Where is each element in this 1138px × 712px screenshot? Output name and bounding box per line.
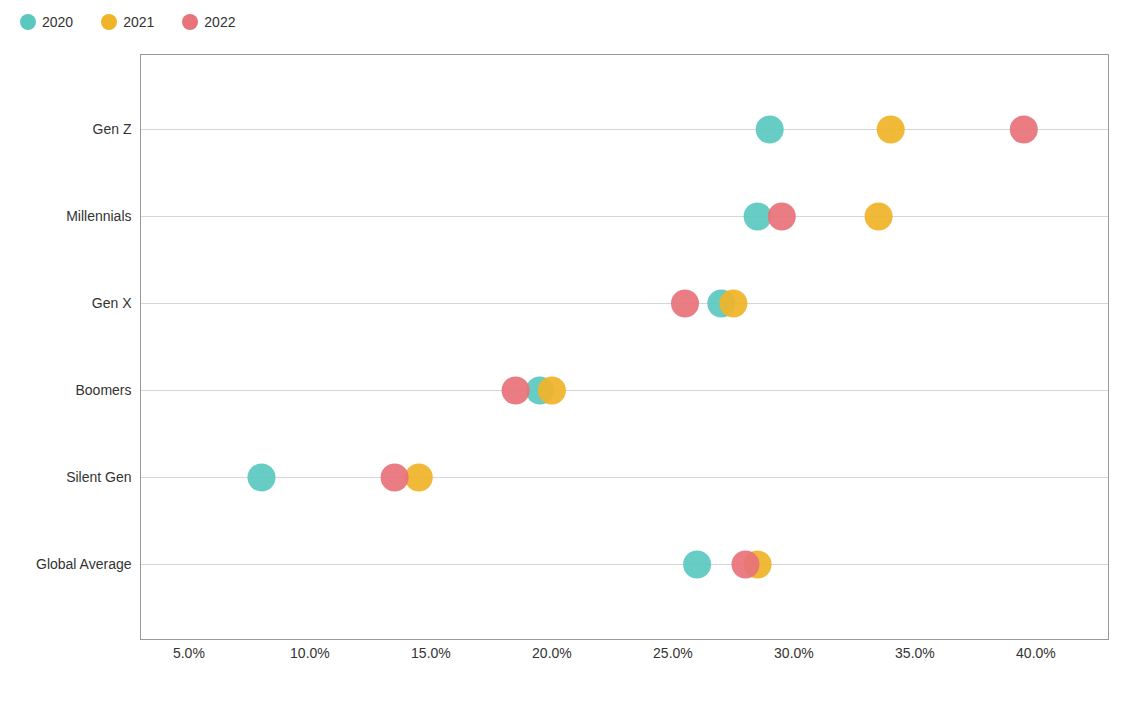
html-text:2021: 2021 bbox=[123, 14, 155, 30]
svg-text:40.0%: 40.0% bbox=[1016, 645, 1056, 661]
html-text:2020: 2020 bbox=[42, 14, 74, 30]
svg-text:20.0%: 20.0% bbox=[532, 645, 572, 661]
svg-text:Silent Gen: Silent Gen bbox=[66, 469, 131, 485]
svg-text:15.0%: 15.0% bbox=[411, 645, 451, 661]
svg-text:10.0%: 10.0% bbox=[290, 645, 330, 661]
svg-text:Gen X: Gen X bbox=[92, 295, 132, 311]
svg-text:5.0%: 5.0% bbox=[173, 645, 205, 661]
svg-text:Gen Z: Gen Z bbox=[93, 121, 132, 137]
svg-text:35.0%: 35.0% bbox=[895, 645, 935, 661]
svg-text:Millennials: Millennials bbox=[66, 208, 131, 224]
svg-text:Global Average: Global Average bbox=[36, 556, 132, 572]
svg-text:Boomers: Boomers bbox=[75, 382, 131, 398]
svg-text:30.0%: 30.0% bbox=[774, 645, 814, 661]
html-text:2022: 2022 bbox=[204, 14, 236, 30]
svg-text:25.0%: 25.0% bbox=[653, 645, 693, 661]
